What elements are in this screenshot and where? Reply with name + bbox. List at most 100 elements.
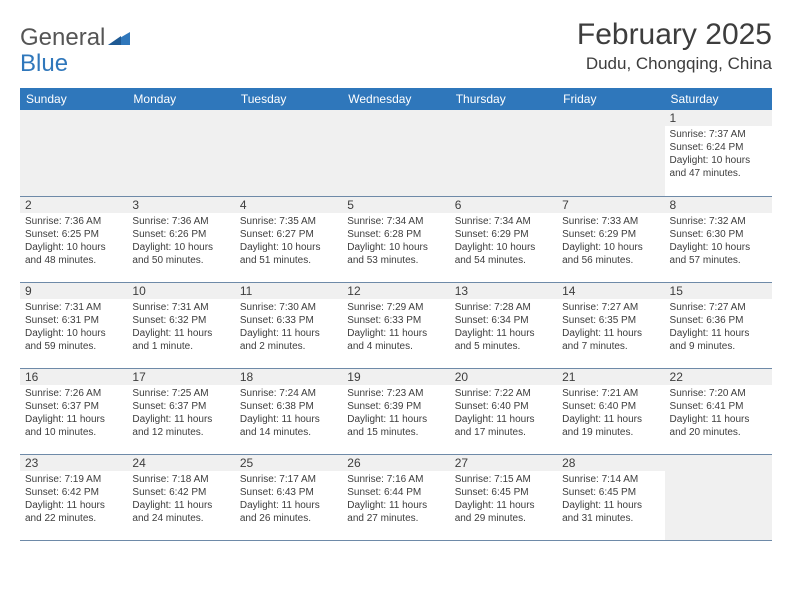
daylight-line: Daylight: 11 hours and 14 minutes. — [240, 413, 337, 439]
daylight-line: Daylight: 11 hours and 12 minutes. — [132, 413, 229, 439]
sunrise-line: Sunrise: 7:16 AM — [347, 473, 444, 486]
dow-saturday: Saturday — [665, 88, 772, 110]
sunset-line: Sunset: 6:40 PM — [455, 400, 552, 413]
day-number: 22 — [665, 369, 772, 385]
sunrise-line: Sunrise: 7:25 AM — [132, 387, 229, 400]
sunrise-line: Sunrise: 7:27 AM — [562, 301, 659, 314]
day-number: 4 — [235, 197, 342, 213]
day-cell: 6 Sunrise: 7:34 AMSunset: 6:29 PMDaylight… — [450, 196, 557, 282]
daylight-line: Daylight: 11 hours and 7 minutes. — [562, 327, 659, 353]
logo-text-blue: Blue — [20, 50, 130, 78]
daylight-line: Daylight: 11 hours and 10 minutes. — [25, 413, 122, 439]
day-cell: 18Sunrise: 7:24 AMSunset: 6:38 PMDayligh… — [235, 368, 342, 454]
day-number: 6 — [450, 197, 557, 213]
day-cell: 7Sunrise: 7:33 AMSunset: 6:29 PMDaylight… — [557, 196, 664, 282]
daylight-line: Daylight: 10 hours and 50 minutes. — [132, 241, 229, 267]
day-number: 7 — [557, 197, 664, 213]
day-cell: 24Sunrise: 7:18 AMSunset: 6:42 PMDayligh… — [127, 454, 234, 540]
day-number: 18 — [235, 369, 342, 385]
sunset-line: Sunset: 6:44 PM — [347, 486, 444, 499]
week-row: 1Sunrise: 7:37 AMSunset: 6:24 PMDaylight… — [20, 110, 772, 196]
day-info: Sunrise: 7:18 AMSunset: 6:42 PMDaylight:… — [132, 473, 229, 525]
day-number: 2 — [20, 197, 127, 213]
day-info: Sunrise: 7:31 AMSunset: 6:31 PMDaylight:… — [25, 301, 122, 353]
week-row: 9Sunrise: 7:31 AMSunset: 6:31 PMDaylight… — [20, 282, 772, 368]
empty-cell — [20, 110, 127, 196]
day-cell: 17Sunrise: 7:25 AMSunset: 6:37 PMDayligh… — [127, 368, 234, 454]
sunset-line: Sunset: 6:28 PM — [347, 228, 444, 241]
empty-cell — [342, 110, 449, 196]
week-row: 2 Sunrise: 7:36 AMSunset: 6:25 PMDaylight… — [20, 196, 772, 282]
day-info: Sunrise: 7:14 AMSunset: 6:45 PMDaylight:… — [562, 473, 659, 525]
sunrise-line: Sunrise: 7:29 AM — [347, 301, 444, 314]
day-cell: 3Sunrise: 7:36 AMSunset: 6:26 PMDaylight… — [127, 196, 234, 282]
day-cell: 19Sunrise: 7:23 AMSunset: 6:39 PMDayligh… — [342, 368, 449, 454]
day-number: 15 — [665, 283, 772, 299]
sunset-line: Sunset: 6:37 PM — [25, 400, 122, 413]
sunset-line: Sunset: 6:41 PM — [670, 400, 767, 413]
logo-text-general: General — [20, 24, 105, 51]
dow-wednesday: Wednesday — [342, 88, 449, 110]
day-number: 20 — [450, 369, 557, 385]
daylight-line: Daylight: 11 hours and 20 minutes. — [670, 413, 767, 439]
day-info: Sunrise: 7:36 AMSunset: 6:26 PMDaylight:… — [132, 215, 229, 267]
day-number: 8 — [665, 197, 772, 213]
logo-triangle-icon — [108, 24, 130, 52]
dow-monday: Monday — [127, 88, 234, 110]
dow-sunday: Sunday — [20, 88, 127, 110]
sunset-line: Sunset: 6:38 PM — [240, 400, 337, 413]
empty-cell — [235, 110, 342, 196]
sunrise-line: Sunrise: 7:14 AM — [562, 473, 659, 486]
day-cell: 22 Sunrise: 7:20 AMSunset: 6:41 PMDayligh… — [665, 368, 772, 454]
daylight-line: Daylight: 10 hours and 54 minutes. — [455, 241, 552, 267]
daylight-line: Daylight: 11 hours and 27 minutes. — [347, 499, 444, 525]
day-cell: 8Sunrise: 7:32 AMSunset: 6:30 PMDaylight… — [665, 196, 772, 282]
daylight-line: Daylight: 11 hours and 29 minutes. — [455, 499, 552, 525]
day-info: Sunrise: 7:27 AMSunset: 6:36 PMDaylight:… — [670, 301, 767, 353]
sunset-line: Sunset: 6:32 PM — [132, 314, 229, 327]
sunrise-line: Sunrise: 7:20 AM — [670, 387, 767, 400]
daylight-line: Daylight: 10 hours and 59 minutes. — [25, 327, 122, 353]
day-info: Sunrise: 7:36 AMSunset: 6:25 PMDaylight:… — [25, 215, 122, 267]
day-cell: 28 Sunrise: 7:14 AMSunset: 6:45 PMDayligh… — [557, 454, 664, 540]
day-number: 10 — [127, 283, 234, 299]
daylight-line: Daylight: 10 hours and 47 minutes. — [670, 154, 767, 180]
day-cell: 1Sunrise: 7:37 AMSunset: 6:24 PMDaylight… — [665, 110, 772, 196]
day-cell: 26 Sunrise: 7:16 AMSunset: 6:44 PMDayligh… — [342, 454, 449, 540]
sunrise-line: Sunrise: 7:27 AM — [670, 301, 767, 314]
day-info: Sunrise: 7:23 AMSunset: 6:39 PMDaylight:… — [347, 387, 444, 439]
day-info: Sunrise: 7:34 AMSunset: 6:28 PMDaylight:… — [347, 215, 444, 267]
daylight-line: Daylight: 11 hours and 9 minutes. — [670, 327, 767, 353]
week-row: 23Sunrise: 7:19 AMSunset: 6:42 PMDayligh… — [20, 454, 772, 540]
daylight-line: Daylight: 11 hours and 15 minutes. — [347, 413, 444, 439]
day-number: 9 — [20, 283, 127, 299]
day-number: 12 — [342, 283, 449, 299]
sunset-line: Sunset: 6:27 PM — [240, 228, 337, 241]
day-number: 27 — [450, 455, 557, 471]
day-info: Sunrise: 7:35 AMSunset: 6:27 PMDaylight:… — [240, 215, 337, 267]
day-info: Sunrise: 7:15 AMSunset: 6:45 PMDaylight:… — [455, 473, 552, 525]
sunset-line: Sunset: 6:30 PM — [670, 228, 767, 241]
day-info: Sunrise: 7:27 AMSunset: 6:35 PMDaylight:… — [562, 301, 659, 353]
daylight-line: Daylight: 11 hours and 17 minutes. — [455, 413, 552, 439]
location: Dudu, Chongqing, China — [577, 54, 772, 74]
day-cell: 16Sunrise: 7:26 AMSunset: 6:37 PMDayligh… — [20, 368, 127, 454]
sunrise-line: Sunrise: 7:18 AM — [132, 473, 229, 486]
sunset-line: Sunset: 6:31 PM — [25, 314, 122, 327]
day-cell: 25Sunrise: 7:17 AMSunset: 6:43 PMDayligh… — [235, 454, 342, 540]
daylight-line: Daylight: 10 hours and 48 minutes. — [25, 241, 122, 267]
empty-cell — [450, 110, 557, 196]
day-number: 28 — [557, 455, 664, 471]
month-title: February 2025 — [577, 18, 772, 52]
day-info: Sunrise: 7:34 AMSunset: 6:29 PMDaylight:… — [455, 215, 552, 267]
sunrise-line: Sunrise: 7:31 AM — [132, 301, 229, 314]
calendar-body: 1Sunrise: 7:37 AMSunset: 6:24 PMDaylight… — [20, 110, 772, 540]
daylight-line: Daylight: 11 hours and 1 minute. — [132, 327, 229, 353]
daylight-line: Daylight: 11 hours and 4 minutes. — [347, 327, 444, 353]
daylight-line: Daylight: 11 hours and 2 minutes. — [240, 327, 337, 353]
logo: GeneralBlue — [20, 18, 130, 78]
day-number: 26 — [342, 455, 449, 471]
sunset-line: Sunset: 6:36 PM — [670, 314, 767, 327]
sunrise-line: Sunrise: 7:22 AM — [455, 387, 552, 400]
sunset-line: Sunset: 6:35 PM — [562, 314, 659, 327]
